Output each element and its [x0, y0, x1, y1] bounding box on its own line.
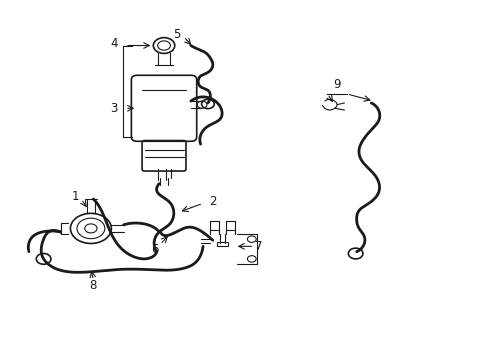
Text: 6: 6 [151, 243, 159, 256]
Bar [216, 242, 228, 246]
Text: 8: 8 [89, 279, 97, 292]
Text: 7: 7 [255, 240, 263, 253]
Text: 1: 1 [71, 190, 79, 203]
Text: 9: 9 [333, 78, 340, 91]
Text: 2: 2 [209, 195, 216, 208]
Text: 3: 3 [110, 102, 117, 115]
Text: 4: 4 [110, 37, 117, 50]
Text: 5: 5 [173, 28, 181, 41]
